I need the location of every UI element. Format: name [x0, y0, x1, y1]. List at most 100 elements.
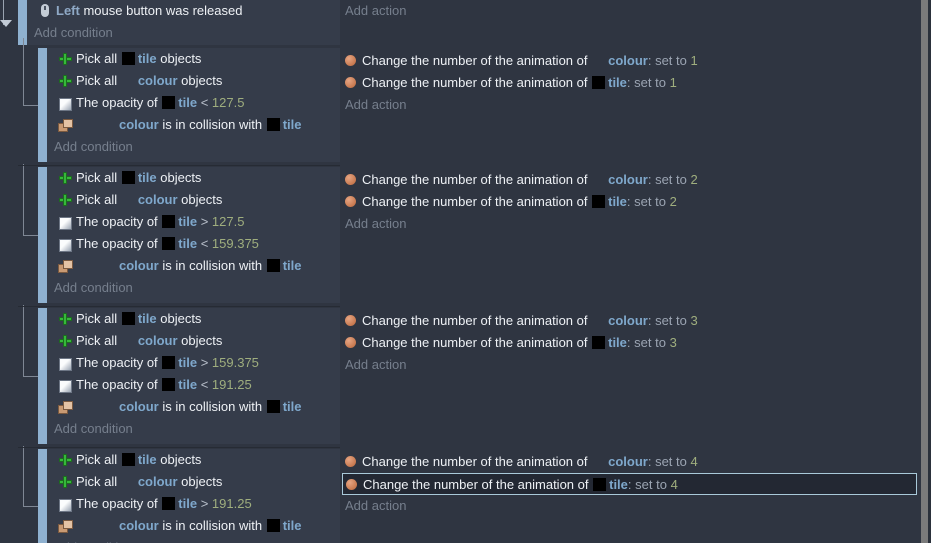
sub-event-group[interactable]: Pick all tile objectsPick all colour obj…	[0, 167, 922, 305]
action-row[interactable]: Change the number of the animation of co…	[345, 451, 920, 473]
condition-row[interactable]: Pick all colour objects	[47, 471, 340, 493]
root-add-action[interactable]: Add action	[345, 0, 920, 22]
root-event-block[interactable]: Left mouse button was released Add condi…	[18, 0, 340, 45]
add-condition-row[interactable]: Add condition	[47, 136, 340, 158]
condition-row[interactable]: The opacity of tile > 127.5	[47, 211, 340, 233]
object-name-colour: colour	[119, 399, 159, 414]
condition-row[interactable]: The opacity of tile < 191.25	[47, 374, 340, 396]
object-thumbnail-colour	[122, 475, 135, 488]
condition-column[interactable]: Pick all tile objectsPick all colour obj…	[38, 48, 340, 162]
object-name-tile: tile	[609, 477, 628, 492]
add-condition-row[interactable]: Add condition	[47, 537, 340, 543]
condition-row[interactable]: Pick all tile objects	[47, 449, 340, 471]
sub-event-accent-bar	[38, 167, 47, 303]
action-row-selected[interactable]: Change the number of the animation of ti…	[342, 473, 917, 495]
condition-row[interactable]: Pick all tile objects	[47, 308, 340, 330]
action-icon	[345, 196, 356, 207]
condition-suffix: objects	[160, 452, 201, 467]
threshold-value: 191.25	[212, 377, 252, 392]
add-action-row[interactable]: Add action	[345, 213, 920, 235]
object-name-colour: colour	[608, 53, 648, 68]
action-value: 3	[670, 335, 677, 350]
condition-row[interactable]: Pick all tile objects	[47, 48, 340, 70]
condition-row[interactable]: Pick all tile objects	[47, 167, 340, 189]
object-thumbnail-tile	[162, 356, 175, 369]
sub-event-group[interactable]: Pick all tile objectsPick all colour obj…	[0, 48, 922, 164]
tree-connector-vertical	[23, 305, 24, 376]
sub-event-accent-bar	[38, 48, 47, 162]
condition-row[interactable]: colour is in collision with tile	[47, 396, 340, 418]
condition-text: Pick all	[76, 73, 117, 88]
action-column[interactable]: Change the number of the animation of co…	[345, 169, 920, 235]
action-row[interactable]: Change the number of the animation of ti…	[345, 72, 920, 94]
threshold-value: 191.25	[212, 496, 252, 511]
plus-icon	[58, 193, 72, 207]
add-action-row[interactable]: Add action	[345, 94, 920, 116]
add-action-label: Add action	[345, 498, 406, 513]
object-thumbnail-colour	[592, 455, 605, 468]
condition-row[interactable]: The opacity of tile > 191.25	[47, 493, 340, 515]
add-action-row[interactable]: Add action	[345, 495, 920, 517]
object-name-colour: colour	[119, 258, 159, 273]
event-sheet-canvas[interactable]: Left mouse button was released Add condi…	[0, 0, 922, 543]
object-name-tile: tile	[178, 95, 197, 110]
object-thumbnail-tile	[592, 76, 605, 89]
condition-column[interactable]: Pick all tile objectsPick all colour obj…	[38, 308, 340, 444]
object-thumbnail-tile	[267, 118, 280, 131]
sub-event-group[interactable]: Pick all tile objectsPick all colour obj…	[0, 308, 922, 446]
action-value: 1	[670, 75, 677, 90]
condition-row[interactable]: The opacity of tile < 127.5	[47, 92, 340, 114]
object-name-tile: tile	[138, 452, 157, 467]
action-row[interactable]: Change the number of the animation of co…	[345, 310, 920, 332]
action-row[interactable]: Change the number of the animation of ti…	[345, 191, 920, 213]
action-text: Change the number of the animation of	[362, 454, 587, 469]
condition-row[interactable]: colour is in collision with tile	[47, 114, 340, 136]
action-column[interactable]: Change the number of the animation of co…	[345, 310, 920, 376]
tree-connector-elbow	[23, 105, 38, 106]
condition-row[interactable]: Pick all colour objects	[47, 189, 340, 211]
opacity-icon	[58, 96, 72, 110]
object-thumbnail-tile	[592, 336, 605, 349]
root-add-condition[interactable]: Add condition	[27, 22, 340, 44]
object-thumbnail-tile	[592, 195, 605, 208]
root-action-column[interactable]: Add action	[345, 0, 920, 22]
condition-row[interactable]: colour is in collision with tile	[47, 515, 340, 537]
collapse-arrow-icon[interactable]	[0, 20, 12, 27]
action-row[interactable]: Change the number of the animation of co…	[345, 169, 920, 191]
condition-suffix: objects	[181, 333, 222, 348]
condition-row[interactable]: colour is in collision with tile	[47, 255, 340, 277]
add-action-row[interactable]: Add action	[345, 354, 920, 376]
object-name-tile: tile	[283, 399, 302, 414]
condition-row[interactable]: The opacity of tile > 159.375	[47, 352, 340, 374]
sub-event-group[interactable]: Pick all tile objectsPick all colour obj…	[0, 449, 922, 543]
object-thumbnail-colour	[592, 173, 605, 186]
action-row[interactable]: Change the number of the animation of co…	[345, 50, 920, 72]
add-condition-row[interactable]: Add condition	[47, 418, 340, 440]
object-thumbnail-colour	[592, 54, 605, 67]
condition-column[interactable]: Pick all tile objectsPick all colour obj…	[38, 449, 340, 543]
object-thumbnail-colour	[103, 259, 116, 272]
comparator: <	[201, 377, 209, 392]
add-condition-row[interactable]: Add condition	[47, 277, 340, 299]
group-separator	[18, 447, 340, 448]
condition-column[interactable]: Pick all tile objectsPick all colour obj…	[38, 167, 340, 303]
condition-row[interactable]: Pick all colour objects	[47, 70, 340, 92]
object-name-tile: tile	[608, 335, 627, 350]
action-row[interactable]: Change the number of the animation of ti…	[345, 332, 920, 354]
opacity-icon	[58, 356, 72, 370]
condition-text: Pick all	[76, 170, 117, 185]
opacity-icon	[58, 237, 72, 251]
object-name-tile: tile	[178, 236, 197, 251]
opacity-icon	[58, 497, 72, 511]
object-thumbnail-tile	[162, 497, 175, 510]
action-column[interactable]: Change the number of the animation of co…	[345, 451, 920, 517]
root-event-trigger-row[interactable]: Left mouse button was released	[27, 0, 340, 22]
condition-text: The opacity of	[76, 236, 158, 251]
plus-icon	[58, 171, 72, 185]
action-value: 4	[691, 454, 698, 469]
condition-row[interactable]: Pick all colour objects	[47, 330, 340, 352]
action-column[interactable]: Change the number of the animation of co…	[345, 50, 920, 116]
condition-row[interactable]: The opacity of tile < 159.375	[47, 233, 340, 255]
group-separator	[18, 306, 340, 307]
object-thumbnail-colour	[103, 400, 116, 413]
